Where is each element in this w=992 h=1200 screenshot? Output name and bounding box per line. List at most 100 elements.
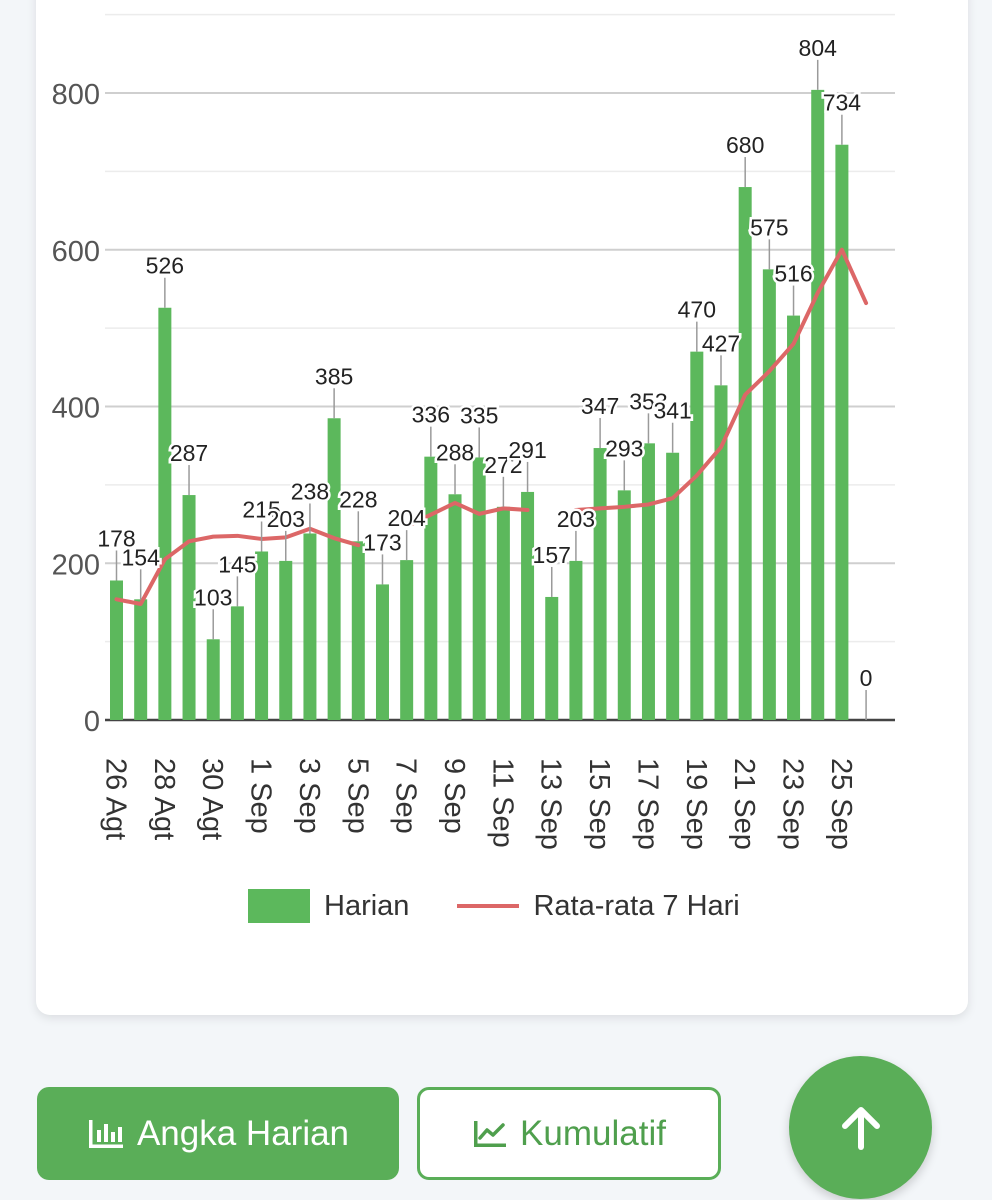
line-chart-icon <box>474 1120 507 1147</box>
bar <box>714 385 728 720</box>
data-label: 228 <box>339 486 377 512</box>
data-label: 291 <box>508 437 546 463</box>
bar-chart-icon <box>88 1119 123 1148</box>
bar <box>230 606 244 720</box>
bar <box>351 541 365 720</box>
data-label: 272 <box>484 452 522 478</box>
x-tick-label: 5 Sep <box>341 758 373 834</box>
data-label: 336 <box>412 402 450 428</box>
bar <box>279 560 293 720</box>
bar <box>496 506 510 720</box>
x-tick-label: 25 Sep <box>825 758 857 850</box>
daily-numbers-button[interactable]: Angka Harian <box>37 1087 399 1180</box>
data-label: 238 <box>291 478 329 504</box>
arrow-up-icon <box>841 1106 880 1150</box>
x-tick-label: 13 Sep <box>535 758 567 850</box>
bar <box>762 269 776 720</box>
data-label: 203 <box>557 506 595 532</box>
data-label: 287 <box>170 440 208 466</box>
average-line-segment <box>573 247 869 512</box>
data-label: 178 <box>97 525 135 551</box>
data-label: 173 <box>363 529 401 555</box>
moving-average-line <box>114 247 869 607</box>
data-label: 203 <box>267 506 305 532</box>
x-tick-label: 7 Sep <box>390 758 422 834</box>
data-label: 427 <box>702 330 740 356</box>
bar <box>617 490 631 720</box>
bar <box>158 307 172 720</box>
bar <box>206 639 220 720</box>
bar <box>255 551 269 720</box>
legend-label-harian: Harian <box>324 889 410 922</box>
data-label: 293 <box>605 435 643 461</box>
data-label: 103 <box>194 584 232 610</box>
x-tick-label: 23 Sep <box>777 758 809 850</box>
bar <box>303 533 317 720</box>
x-tick-label: 30 Agt <box>196 758 228 840</box>
data-label: 516 <box>774 261 812 287</box>
data-label: 347 <box>581 393 619 419</box>
data-label: 341 <box>653 398 691 424</box>
bar <box>738 187 752 721</box>
data-label: 385 <box>315 363 353 389</box>
bar <box>666 452 680 720</box>
data-label: 154 <box>121 544 160 570</box>
y-tick-label: 0 <box>84 706 100 738</box>
bar <box>811 89 825 721</box>
data-label: 288 <box>436 439 474 465</box>
bar <box>641 443 655 720</box>
bars <box>110 89 849 721</box>
data-label: 470 <box>678 297 716 323</box>
y-tick-label: 200 <box>52 549 100 581</box>
data-label: 204 <box>387 505 426 531</box>
bar <box>448 494 462 720</box>
x-tick-label: 9 Sep <box>438 758 470 834</box>
x-axis-labels: 26 Agt 28 Agt 30 Agt 1 Sep 3 Sep 5 Sep 7 Sep 9 … <box>100 758 857 850</box>
data-label: 804 <box>799 35 838 61</box>
average-line-segment <box>114 526 361 607</box>
legend-swatch-line <box>457 904 520 908</box>
x-tick-label: 21 Sep <box>728 758 760 850</box>
bar <box>521 491 535 720</box>
x-tick-label: 3 Sep <box>293 758 325 834</box>
data-label: 353 <box>629 388 667 414</box>
bar <box>690 351 704 720</box>
cumulative-label: Kumulatif <box>520 1113 666 1153</box>
bar <box>110 580 123 720</box>
scroll-to-top-button[interactable] <box>789 1056 932 1199</box>
legend-label-average: Rata-rata 7 Hari <box>533 889 740 922</box>
data-label: 680 <box>726 132 764 158</box>
x-tick-label: 17 Sep <box>631 758 663 850</box>
x-tick-label: 1 Sep <box>245 758 277 834</box>
average-line-segment <box>404 500 530 529</box>
data-label: 157 <box>533 542 571 568</box>
data-label: 734 <box>823 90 862 116</box>
cumulative-button[interactable]: Kumulatif <box>417 1087 721 1180</box>
data-label: 0 <box>860 665 873 691</box>
bar <box>545 596 559 720</box>
x-tick-label: 28 Agt <box>148 758 180 840</box>
bar <box>375 584 389 720</box>
y-tick-label: 600 <box>52 236 100 268</box>
data-label: 526 <box>146 253 184 279</box>
data-label: 335 <box>460 402 498 428</box>
data-label: 575 <box>750 214 788 240</box>
y-tick-label: 400 <box>52 393 100 425</box>
data-label: 145 <box>218 551 256 577</box>
bar <box>327 418 341 720</box>
x-tick-label: 15 Sep <box>583 758 615 850</box>
daily-numbers-label: Angka Harian <box>136 1113 350 1153</box>
bar <box>472 457 486 720</box>
bar <box>400 560 414 720</box>
x-tick-label: 26 Agt <box>100 758 132 840</box>
data-label: 215 <box>242 496 280 522</box>
legend: Harian Rata-rata 7 Hari <box>248 889 740 923</box>
bar <box>182 495 196 720</box>
y-axis-labels: 0 200 400 600 800 <box>52 79 100 738</box>
legend-swatch-bar <box>248 889 310 923</box>
bar <box>835 144 849 721</box>
bar <box>787 315 801 720</box>
x-tick-label: 19 Sep <box>680 758 712 850</box>
bar <box>134 599 148 720</box>
